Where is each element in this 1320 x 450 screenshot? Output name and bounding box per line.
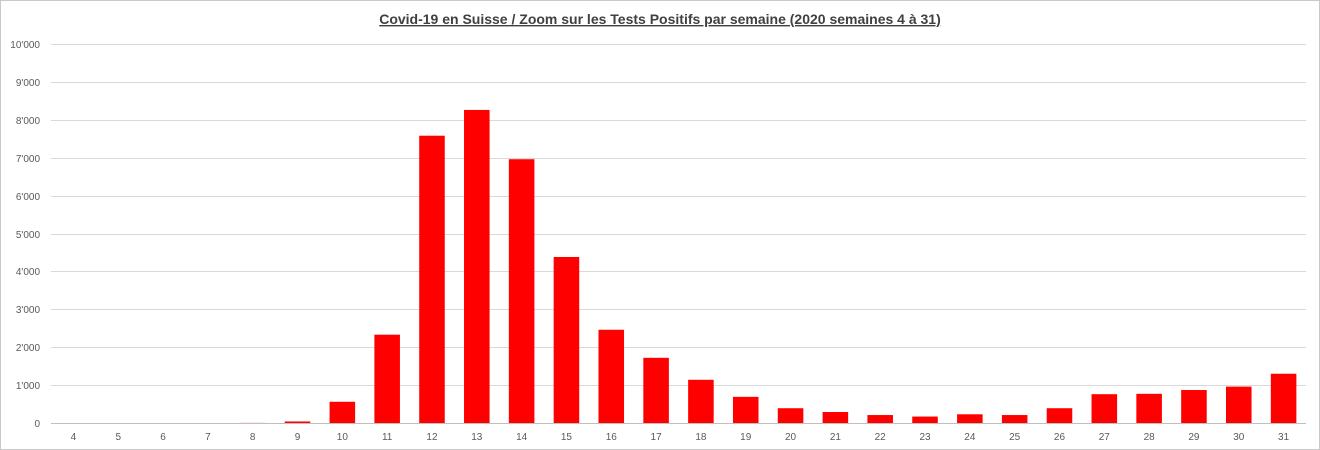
x-tick-label: 24 xyxy=(964,432,976,443)
x-tick-label: 23 xyxy=(919,432,931,443)
x-tick-label: 7 xyxy=(205,432,211,443)
bar-week-20 xyxy=(777,408,804,423)
x-tick-label: 25 xyxy=(1009,432,1021,443)
bar-week-10 xyxy=(329,401,356,423)
x-axis-ticks: 4 5 6 7 8 9 10 11 12 13 14 15 16 17 18 19 20 21 22 23 24 25 26… xyxy=(71,432,1290,443)
bar-week-29 xyxy=(1181,390,1207,423)
bar-week-23 xyxy=(912,416,938,423)
y-tick-label: 0 xyxy=(34,419,40,430)
x-tick-label: 12 xyxy=(426,432,438,443)
x-tick-label: 22 xyxy=(875,432,887,443)
x-tick-label: 26 xyxy=(1054,432,1066,443)
bar-week-30 xyxy=(1225,386,1252,423)
gridlines xyxy=(51,44,1306,386)
y-tick-label: 7'000 xyxy=(16,154,41,165)
x-tick-label: 28 xyxy=(1144,432,1156,443)
bar-week-16 xyxy=(598,329,625,423)
bar-week-22 xyxy=(867,415,893,423)
x-tick-label: 5 xyxy=(115,432,121,443)
bar-week-18 xyxy=(688,379,714,423)
x-tick-label: 21 xyxy=(830,432,842,443)
y-tick-label: 1'000 xyxy=(16,381,41,392)
bar-week-15 xyxy=(553,257,580,423)
y-tick-label: 3'000 xyxy=(16,305,41,316)
bar-week-12 xyxy=(419,135,445,423)
x-tick-label: 8 xyxy=(250,432,256,443)
bar-week-17 xyxy=(643,357,669,423)
y-tick-label: 9'000 xyxy=(16,78,41,89)
y-tick-label: 5'000 xyxy=(16,230,41,241)
x-tick-label: 19 xyxy=(740,432,752,443)
x-tick-label: 30 xyxy=(1233,432,1245,443)
x-tick-label: 20 xyxy=(785,432,797,443)
x-tick-label: 6 xyxy=(160,432,166,443)
y-tick-label: 6'000 xyxy=(16,192,41,203)
bar-week-26 xyxy=(1046,408,1073,423)
bar-week-24 xyxy=(957,414,983,423)
y-tick-label: 8'000 xyxy=(16,116,41,127)
x-tick-label: 16 xyxy=(606,432,618,443)
bar-week-25 xyxy=(1001,415,1028,423)
bar-week-28 xyxy=(1136,393,1162,423)
x-tick-label: 17 xyxy=(651,432,663,443)
x-tick-label: 15 xyxy=(561,432,573,443)
x-tick-label: 14 xyxy=(516,432,528,443)
bar-week-31 xyxy=(1270,373,1297,423)
chart-title: Covid-19 en Suisse / Zoom sur les Tests … xyxy=(379,11,941,27)
x-tick-label: 11 xyxy=(382,432,393,443)
y-tick-label: 4'000 xyxy=(16,267,41,278)
bar-week-21 xyxy=(822,412,849,423)
y-tick-label: 10'000 xyxy=(10,40,40,51)
x-tick-label: 9 xyxy=(295,432,301,443)
x-tick-label: 31 xyxy=(1278,432,1290,443)
bar-week-27 xyxy=(1091,394,1118,423)
bar-week-9 xyxy=(284,421,311,423)
bar-week-19 xyxy=(732,396,759,423)
y-axis-ticks: 0 1'000 2'000 3'000 4'000 5'000 6'000 7'000 8'00… xyxy=(10,40,40,430)
bar-week-13 xyxy=(464,109,490,423)
x-tick-label: 27 xyxy=(1099,432,1111,443)
x-tick-label: 13 xyxy=(471,432,483,443)
bar-week-14 xyxy=(508,159,535,423)
bar-week-11 xyxy=(374,334,400,423)
bars xyxy=(239,109,1297,424)
x-tick-label: 18 xyxy=(695,432,707,443)
x-tick-label: 4 xyxy=(71,432,77,443)
x-tick-label: 10 xyxy=(337,432,349,443)
x-tick-label: 29 xyxy=(1188,432,1200,443)
y-tick-label: 2'000 xyxy=(16,343,41,354)
